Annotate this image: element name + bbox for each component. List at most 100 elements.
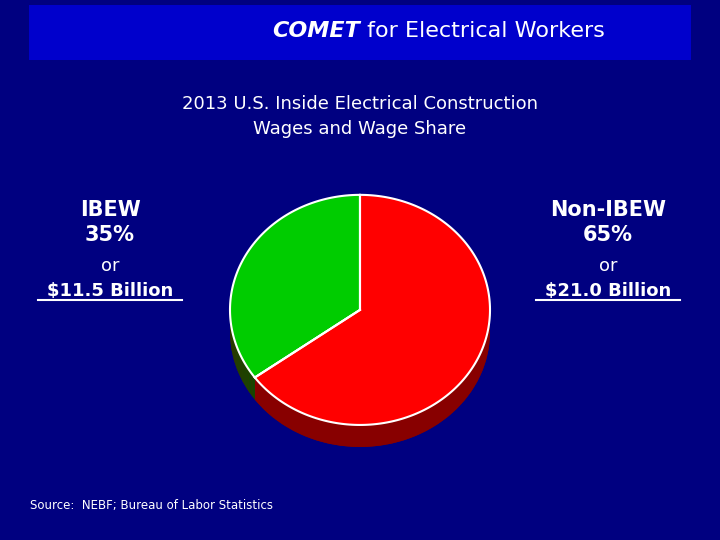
Polygon shape (230, 195, 360, 377)
Polygon shape (265, 388, 267, 412)
Polygon shape (462, 379, 464, 403)
Polygon shape (459, 383, 461, 407)
Polygon shape (469, 372, 470, 395)
Polygon shape (400, 418, 402, 442)
Polygon shape (250, 371, 251, 394)
Polygon shape (446, 395, 448, 418)
Polygon shape (461, 381, 462, 405)
Polygon shape (294, 409, 297, 432)
Polygon shape (341, 424, 344, 446)
Polygon shape (368, 424, 371, 447)
Polygon shape (407, 416, 410, 439)
Polygon shape (433, 404, 436, 427)
Polygon shape (382, 423, 384, 445)
Ellipse shape (230, 217, 490, 447)
Text: $11.5 Billion: $11.5 Billion (47, 282, 173, 300)
Polygon shape (379, 423, 382, 446)
Polygon shape (344, 424, 347, 447)
Polygon shape (472, 365, 474, 389)
Polygon shape (355, 425, 358, 447)
Polygon shape (480, 353, 481, 377)
Polygon shape (328, 422, 331, 444)
Polygon shape (349, 424, 352, 447)
Polygon shape (285, 404, 287, 427)
Polygon shape (424, 409, 426, 432)
Polygon shape (323, 420, 326, 443)
Polygon shape (271, 394, 273, 417)
Polygon shape (454, 388, 455, 412)
Polygon shape (333, 423, 336, 445)
Polygon shape (261, 385, 264, 409)
Polygon shape (470, 369, 472, 393)
Polygon shape (326, 421, 328, 443)
Polygon shape (331, 422, 333, 444)
Polygon shape (477, 357, 479, 381)
Text: 2013 U.S. Inside Electrical Construction
Wages and Wage Share: 2013 U.S. Inside Electrical Construction… (182, 95, 538, 138)
Polygon shape (474, 363, 475, 387)
Polygon shape (484, 343, 485, 368)
Polygon shape (269, 392, 271, 415)
Polygon shape (438, 401, 439, 424)
Polygon shape (274, 397, 276, 420)
Polygon shape (258, 381, 260, 405)
Polygon shape (281, 401, 283, 424)
Polygon shape (392, 421, 395, 443)
Polygon shape (289, 407, 292, 430)
Polygon shape (464, 377, 465, 401)
Polygon shape (283, 402, 285, 426)
Polygon shape (387, 422, 390, 444)
Polygon shape (441, 398, 444, 421)
Polygon shape (451, 390, 454, 414)
Polygon shape (249, 370, 250, 393)
Polygon shape (436, 402, 438, 426)
Polygon shape (287, 406, 289, 429)
Polygon shape (297, 410, 299, 434)
Polygon shape (415, 413, 417, 436)
Text: $21.0 Billion: $21.0 Billion (545, 282, 671, 300)
Polygon shape (417, 412, 419, 435)
Polygon shape (318, 419, 321, 442)
Polygon shape (426, 408, 428, 431)
Polygon shape (248, 369, 249, 392)
Polygon shape (303, 414, 306, 436)
Polygon shape (363, 425, 366, 447)
Polygon shape (395, 420, 397, 443)
Bar (29, 5, 691, 59)
Polygon shape (450, 392, 451, 415)
Polygon shape (422, 410, 424, 433)
Polygon shape (253, 375, 254, 399)
Polygon shape (390, 421, 392, 444)
Polygon shape (256, 380, 258, 403)
Text: or: or (599, 257, 617, 275)
Polygon shape (479, 355, 480, 379)
Polygon shape (251, 373, 252, 396)
Polygon shape (316, 418, 318, 441)
Polygon shape (254, 376, 255, 400)
Polygon shape (467, 373, 469, 397)
Polygon shape (301, 413, 303, 436)
Polygon shape (336, 423, 339, 445)
Polygon shape (431, 405, 433, 428)
Text: Non-IBEW
65%: Non-IBEW 65% (550, 200, 666, 245)
Polygon shape (321, 420, 323, 442)
Polygon shape (371, 424, 374, 447)
Polygon shape (412, 414, 415, 437)
Polygon shape (384, 422, 387, 445)
Polygon shape (339, 423, 341, 446)
Polygon shape (465, 375, 467, 399)
Polygon shape (252, 374, 253, 397)
Text: Source:  NEBF; Bureau of Labor Statistics: Source: NEBF; Bureau of Labor Statistics (30, 499, 273, 512)
Polygon shape (267, 390, 269, 414)
Text: or: or (101, 257, 120, 275)
Polygon shape (405, 417, 407, 440)
Polygon shape (374, 424, 376, 447)
Polygon shape (448, 393, 450, 417)
Polygon shape (457, 384, 459, 408)
Text: for Electrical Workers: for Electrical Workers (360, 21, 605, 41)
Polygon shape (276, 398, 279, 422)
Polygon shape (273, 395, 274, 418)
Polygon shape (402, 418, 405, 441)
Polygon shape (347, 424, 349, 447)
Polygon shape (352, 425, 355, 447)
Polygon shape (311, 416, 313, 439)
